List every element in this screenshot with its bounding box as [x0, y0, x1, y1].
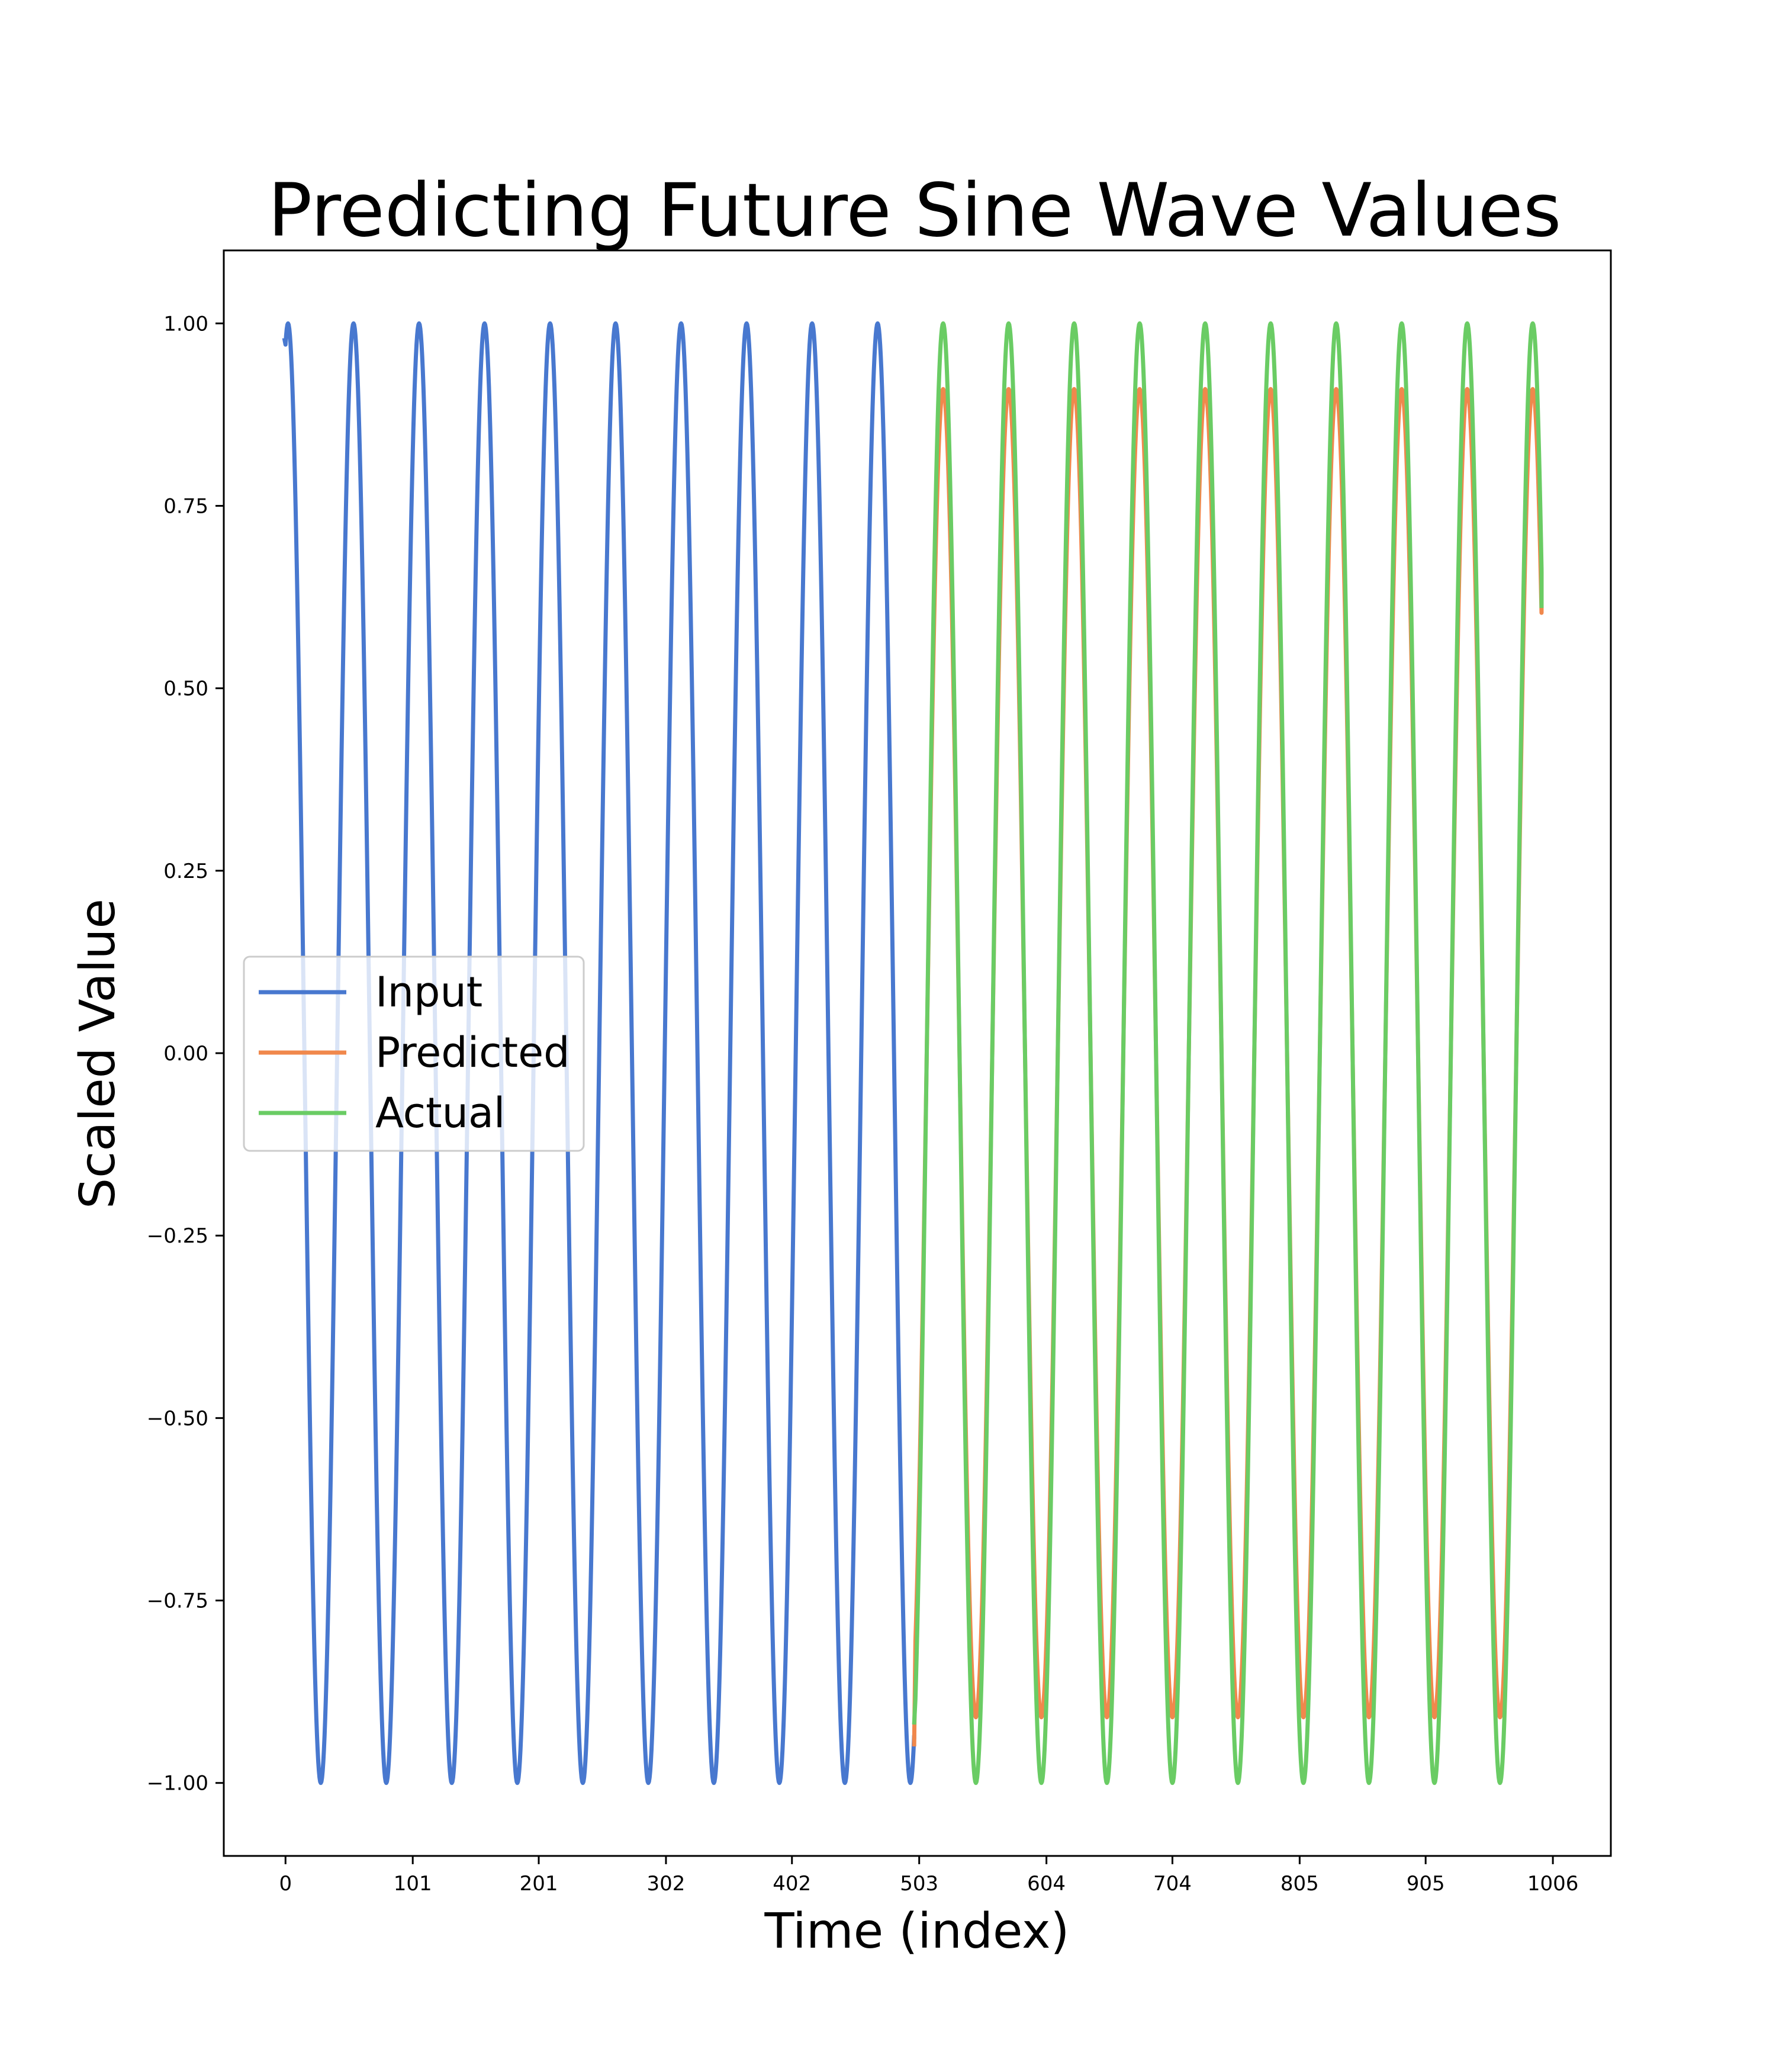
y-axis: −1.00 −0.75 −0.50 −0.25 0.00 0.25 0.50 0.75 1.00 — [147, 312, 224, 1796]
x-tick-label: 201 — [520, 1872, 558, 1896]
x-axis: 0 101 201 302 402 503 604 704 805 905 1006 — [279, 1856, 1578, 1896]
y-tick-label: 1.00 — [163, 312, 208, 336]
x-tick-label: 805 — [1280, 1872, 1319, 1896]
y-tick-label: 0.25 — [163, 860, 208, 883]
y-tick-label: −0.75 — [147, 1590, 208, 1613]
series-line-actual — [912, 321, 1544, 1785]
x-tick-label: 604 — [1027, 1872, 1066, 1896]
y-axis-label: Scaled Value — [70, 899, 126, 1209]
y-tick-label: −0.25 — [147, 1224, 208, 1248]
y-tick-label: 0.75 — [163, 494, 208, 518]
legend-label-predicted: Predicted — [375, 1028, 570, 1077]
legend-box — [243, 955, 585, 1152]
x-tick-label: 1006 — [1527, 1872, 1579, 1896]
x-tick-label: 0 — [279, 1872, 292, 1896]
legend-label-actual: Actual — [375, 1089, 505, 1137]
y-tick-label: 0.50 — [163, 677, 208, 701]
series-layer — [282, 321, 1544, 1785]
y-tick-label: 0.00 — [163, 1042, 208, 1066]
x-tick-label: 905 — [1407, 1872, 1445, 1896]
x-tick-label: 402 — [773, 1872, 811, 1896]
x-tick-label: 503 — [900, 1872, 938, 1896]
legend-label-input: Input — [375, 968, 482, 1016]
series-line-input — [282, 321, 916, 1785]
y-tick-label: −1.00 — [147, 1772, 208, 1796]
legend: Input Predicted Actual — [243, 955, 585, 1152]
y-tick-label: −0.50 — [147, 1407, 208, 1430]
x-tick-label: 704 — [1153, 1872, 1192, 1896]
chart-title: Predicting Future Sine Wave Values — [268, 168, 1562, 253]
x-tick-label: 101 — [394, 1872, 432, 1896]
x-axis-label: Time (index) — [764, 1903, 1069, 1960]
x-tick-label: 302 — [646, 1872, 685, 1896]
